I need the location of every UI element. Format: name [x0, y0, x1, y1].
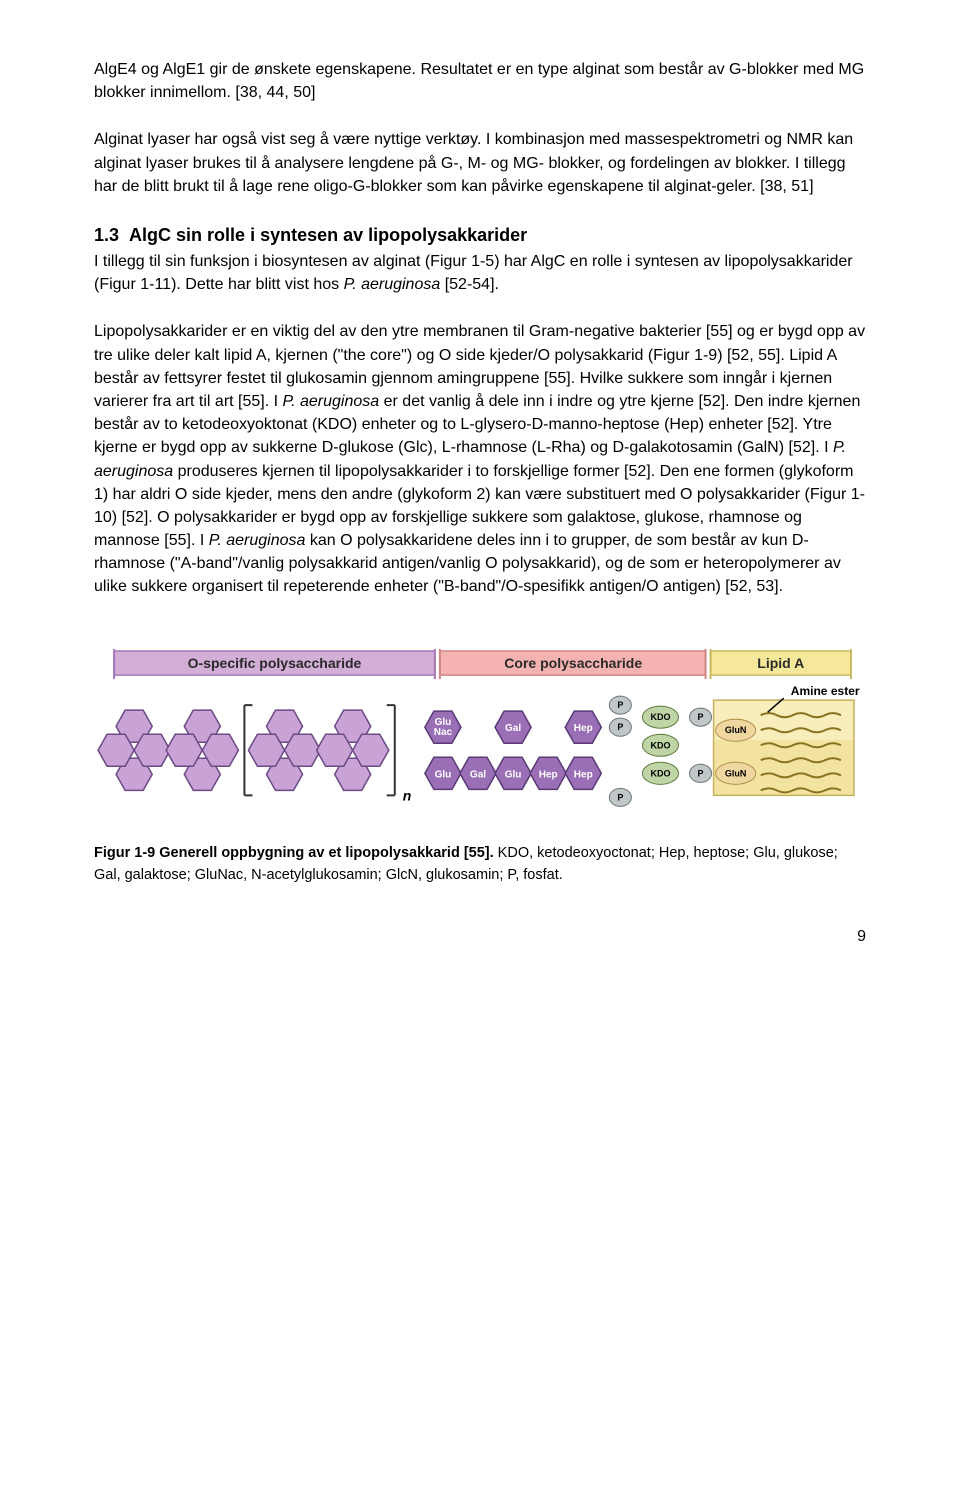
svg-text:Glu: Glu [505, 769, 522, 780]
core-chain: Glu Nac Gal Hep Glu Gal [425, 696, 712, 806]
svg-text:Nac: Nac [434, 727, 453, 738]
svg-text:Hep: Hep [574, 723, 593, 734]
section-number: 1.3 [94, 225, 119, 245]
page-number: 9 [94, 925, 866, 948]
paragraph-3: I tillegg til sin funksjon i biosyntesen… [94, 250, 866, 296]
lipid-a-region: GluN GluN Amine ester [714, 684, 860, 795]
document-page: AlgE4 og AlgE1 gir de ønskete egenskapen… [0, 0, 960, 988]
o-specific-label: O-specific polysaccharide [188, 655, 362, 671]
paragraph-1: AlgE4 og AlgE1 gir de ønskete egenskapen… [94, 58, 866, 104]
svg-text:KDO: KDO [650, 768, 670, 778]
svg-text:Gal: Gal [470, 769, 486, 780]
figure-caption: Figur 1-9 Generell oppbygning av et lipo… [94, 843, 866, 887]
svg-text:P: P [698, 712, 704, 722]
svg-text:KDO: KDO [650, 712, 670, 722]
amine-ester-label: Amine ester [791, 684, 860, 698]
paragraph-2: Alginat lyaser har også vist seg å være … [94, 128, 866, 198]
repeat-n: n [403, 787, 412, 803]
p4-italic-1: P. aeruginosa [283, 393, 380, 410]
svg-text:P: P [617, 722, 623, 732]
p3-text-b: [52-54]. [440, 276, 499, 293]
figure-1-9: O-specific polysaccharide Core polysacch… [94, 645, 866, 825]
caption-bold: Figur 1-9 Generell oppbygning av et lipo… [94, 845, 494, 861]
lipid-a-label: Lipid A [757, 655, 804, 671]
svg-text:P: P [617, 792, 623, 802]
svg-text:GluN: GluN [725, 768, 747, 778]
svg-text:Hep: Hep [574, 769, 593, 780]
section-heading: 1.3 AlgC sin rolle i syntesen av lipopol… [94, 222, 866, 248]
svg-text:KDO: KDO [650, 740, 670, 750]
svg-text:P: P [698, 768, 704, 778]
svg-text:Hep: Hep [539, 769, 558, 780]
p4-italic-3: P. aeruginosa [209, 532, 306, 549]
lipopolysaccharide-diagram: O-specific polysaccharide Core polysacch… [94, 645, 866, 825]
header-bars: O-specific polysaccharide Core polysacch… [114, 649, 851, 679]
svg-text:P: P [617, 700, 623, 710]
section-title: AlgC sin rolle i syntesen av lipopolysak… [129, 225, 527, 245]
svg-text:GluN: GluN [725, 725, 747, 735]
svg-text:Gal: Gal [505, 723, 521, 734]
p3-italic-1: P. aeruginosa [344, 276, 441, 293]
paragraph-4: Lipopolysakkarider er en viktig del av d… [94, 320, 866, 598]
svg-text:Glu: Glu [435, 769, 452, 780]
o-specific-chain: n [98, 705, 411, 803]
core-label: Core polysaccharide [504, 655, 642, 671]
